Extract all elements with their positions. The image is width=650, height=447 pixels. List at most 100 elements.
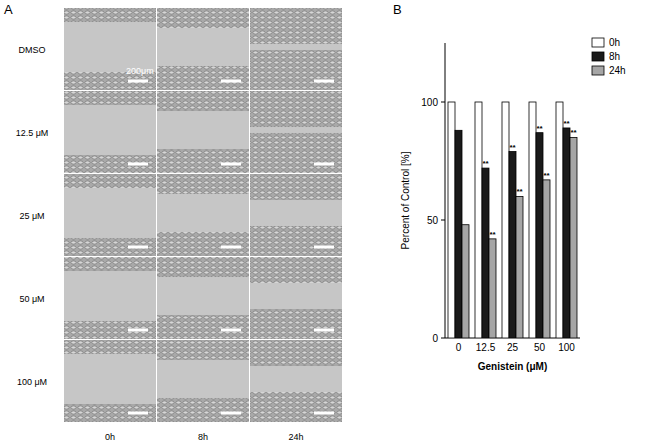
bar [509, 152, 516, 338]
significance-label: ** [563, 119, 570, 128]
cell-layer [64, 174, 156, 188]
cell-layer [157, 8, 249, 28]
legend-swatch [592, 38, 604, 47]
scale-bar [128, 80, 148, 83]
scale-bar [128, 163, 148, 166]
image-background [250, 257, 342, 339]
image-background [157, 8, 249, 90]
scale-bar [314, 329, 334, 332]
image-background [250, 174, 342, 256]
cell-layer [157, 174, 249, 194]
column-label: 24h [288, 432, 303, 442]
y-tick-label: 50 [427, 215, 439, 226]
micrograph [64, 91, 156, 173]
micrograph [157, 257, 249, 339]
significance-label: ** [543, 171, 550, 180]
micrograph [64, 340, 156, 422]
row-label: DMSO [19, 45, 46, 55]
x-tick-label: 12.5 [476, 342, 496, 353]
micrograph [250, 8, 342, 90]
cell-layer [64, 91, 156, 105]
y-axis [445, 43, 446, 338]
image-background [64, 257, 156, 339]
bar [543, 180, 550, 338]
cell-layer [64, 238, 156, 256]
bar [489, 239, 496, 338]
micrograph [250, 91, 342, 173]
image-background [250, 340, 342, 422]
y-tick [441, 220, 445, 221]
scale-bar [314, 412, 334, 415]
cell-layer [157, 149, 249, 173]
bar [536, 133, 543, 338]
y-tick [441, 338, 445, 339]
image-background [64, 174, 156, 256]
labels: **************** [482, 119, 577, 239]
legend-label: 8h [609, 51, 620, 62]
panel-label: B [393, 2, 402, 17]
significance-label: ** [570, 128, 577, 137]
row-label: 100 μM [17, 377, 47, 387]
micrograph [157, 91, 249, 173]
cell-layer [157, 257, 249, 277]
bar [556, 102, 563, 338]
significance-label: ** [482, 159, 489, 168]
image-background [250, 8, 342, 90]
legend-label: 24h [609, 65, 626, 76]
cell-layer [157, 315, 249, 339]
cell-layer [250, 392, 342, 422]
significance-label: ** [516, 187, 523, 196]
image-background [157, 340, 249, 422]
bar [475, 102, 482, 338]
image-background [157, 91, 249, 173]
scale-bar [128, 246, 148, 249]
scale-bar [314, 163, 334, 166]
image-background [64, 91, 156, 173]
bar [455, 130, 462, 338]
micrograph [157, 340, 249, 422]
cell-layer [64, 8, 156, 22]
cell-layer [157, 66, 249, 90]
cell-layer [64, 155, 156, 173]
cell-layer [250, 174, 342, 200]
row-label: 25 μM [19, 211, 44, 221]
cell-layer [250, 309, 342, 339]
cell-layer [64, 340, 156, 354]
bar [482, 168, 489, 338]
bar [563, 128, 570, 338]
micrograph [64, 257, 156, 339]
cell-layer [64, 321, 156, 339]
cell-layer [64, 257, 156, 271]
cell-layer [157, 340, 249, 360]
row-label: 12.5 μM [16, 128, 49, 138]
cell-layer [250, 8, 342, 44]
y-tick-label: 0 [432, 333, 438, 344]
significance-label: ** [536, 124, 543, 133]
image-background [64, 340, 156, 422]
figure: ABDMSO200μm12.5 μM25 μM50 μM100 μM0h8h24… [0, 0, 650, 447]
cell-layer [250, 257, 342, 283]
image-background [157, 174, 249, 256]
bar [462, 225, 469, 338]
bar [529, 102, 536, 338]
image-background [64, 8, 156, 90]
x-tick-label: 100 [558, 342, 575, 353]
legend-label: 0h [609, 37, 620, 48]
cell-layer [157, 91, 249, 111]
scale-bar [221, 412, 241, 415]
micrograph [157, 8, 249, 90]
bars [448, 102, 577, 338]
cell-layer [157, 398, 249, 422]
x-tick-label: 25 [507, 342, 519, 353]
legend-swatch [592, 52, 604, 61]
panel-label: A [4, 2, 13, 17]
significance-label: ** [509, 143, 516, 152]
scale-bar [221, 246, 241, 249]
scale-bar [128, 412, 148, 415]
micrograph [64, 8, 156, 90]
scale-bar [314, 80, 334, 83]
scale-bar [221, 163, 241, 166]
cell-layer [250, 226, 342, 256]
y-axis-label: Percent of Control [%] [400, 151, 411, 249]
bar [448, 102, 455, 338]
